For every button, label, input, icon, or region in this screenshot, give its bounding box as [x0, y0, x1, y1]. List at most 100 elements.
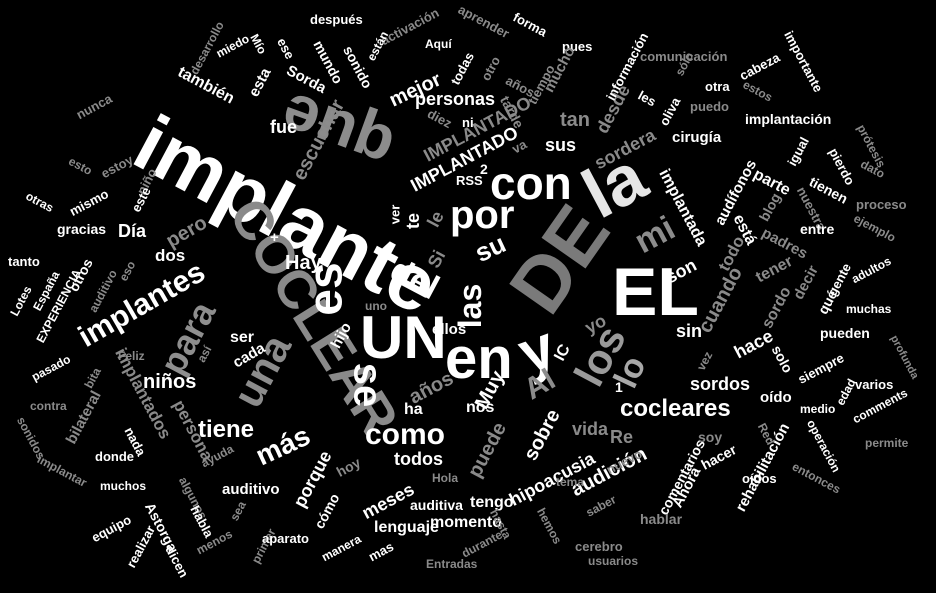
cloud-word: tema	[556, 475, 585, 489]
cloud-word: hablar	[640, 511, 683, 527]
cloud-word: cuando	[694, 263, 747, 337]
cloud-word: tiene	[198, 416, 255, 443]
cloud-word: hace	[730, 325, 777, 363]
cloud-word: EL	[612, 254, 699, 330]
cloud-word: proceso	[856, 197, 907, 212]
cloud-word: esto	[66, 154, 95, 178]
cloud-word: niños	[143, 371, 197, 393]
cloud-word: mismo	[66, 186, 111, 219]
cloud-word: puedo	[690, 99, 729, 114]
cloud-word: realizar	[123, 522, 159, 571]
cloud-word: pues	[562, 39, 593, 54]
cloud-word: edad	[833, 376, 859, 408]
cloud-word: diez	[424, 105, 455, 132]
cloud-word: tan	[560, 109, 590, 131]
cloud-word: tanto	[8, 254, 40, 269]
cloud-word: cirugía	[672, 129, 722, 146]
cloud-word: fue	[270, 117, 297, 137]
cloud-word: pierdo	[825, 145, 858, 188]
cloud-word: tener	[753, 252, 796, 287]
cloud-word: más	[250, 419, 315, 472]
cloud-word: medio	[800, 402, 836, 416]
cloud-word: implantación	[745, 111, 832, 127]
cloud-word: después	[310, 12, 363, 27]
cloud-word: gente	[824, 260, 855, 299]
cloud-word: operación	[804, 417, 844, 475]
cloud-word: vez	[693, 349, 716, 373]
cloud-word: igual	[784, 134, 812, 169]
cloud-word: puede	[463, 418, 511, 482]
cloud-word: te	[403, 212, 424, 230]
cloud-word: soy	[698, 429, 723, 445]
cloud-word: sordo	[758, 284, 795, 332]
cloud-word: tengo	[470, 494, 514, 511]
cloud-word: cerebro	[575, 539, 623, 554]
cloud-word: cocleares	[620, 395, 731, 422]
cloud-word: se	[345, 362, 390, 408]
cloud-word: manera	[319, 531, 364, 565]
cloud-word: le	[423, 207, 448, 231]
cloud-word: meses	[358, 479, 418, 523]
cloud-word: cómo	[310, 490, 343, 532]
cloud-word: cabeza	[737, 49, 783, 84]
cloud-word: Feliz	[118, 349, 145, 363]
cloud-word: adultos	[849, 253, 894, 287]
cloud-word: comments	[850, 385, 910, 427]
cloud-word: sobre	[519, 405, 565, 465]
cloud-word: pueden	[820, 325, 870, 341]
cloud-word: ser	[230, 329, 255, 346]
cloud-word: 2	[480, 161, 488, 177]
cloud-word: gracias	[57, 221, 107, 237]
cloud-word: RSS	[456, 173, 483, 188]
cloud-word: Aquí	[425, 37, 452, 51]
cloud-word: equipo	[88, 511, 134, 546]
cloud-word: varios	[855, 377, 894, 392]
cloud-word: siempre	[795, 350, 847, 387]
cloud-word: sin	[676, 321, 703, 341]
cloud-word: implantar	[34, 452, 90, 490]
cloud-word: aparato	[262, 531, 309, 546]
cloud-word: por	[450, 193, 515, 237]
cloud-word: todos	[394, 449, 443, 469]
cloud-word: auditivo	[222, 481, 280, 498]
cloud-word: mi	[628, 208, 682, 262]
cloud-word: nunca	[73, 90, 115, 123]
cloud-word: solo	[768, 342, 797, 376]
cloud-word: esta	[245, 65, 275, 100]
cloud-word: entre	[800, 221, 835, 237]
cloud-word: oído	[760, 389, 792, 406]
cloud-word: eso	[116, 258, 139, 284]
cloud-word: les	[635, 87, 659, 110]
cloud-word: sea	[227, 498, 249, 524]
cloud-word: aprender	[455, 1, 512, 42]
cloud-word: hoy	[333, 454, 364, 480]
cloud-word: decir	[790, 262, 822, 303]
cloud-word: sus	[545, 135, 577, 155]
cloud-word: dos	[155, 246, 186, 265]
cloud-word: sordos	[690, 374, 751, 394]
cloud-word: contra	[30, 399, 67, 413]
cloud-word: oídos	[742, 471, 777, 486]
cloud-word: personas	[415, 89, 496, 109]
cloud-word: bilateral	[62, 388, 105, 447]
cloud-word: saber	[583, 492, 619, 520]
cloud-word: mas	[366, 538, 397, 565]
cloud-word: forma	[510, 9, 550, 40]
cloud-word: UN	[360, 304, 447, 371]
cloud-word: Entradas	[426, 557, 478, 571]
cloud-word: en	[445, 326, 513, 391]
cloud-word: Re	[610, 427, 634, 447]
cloud-word: Hola	[432, 471, 459, 485]
cloud-word: nos	[466, 399, 495, 416]
cloud-word: va	[509, 136, 530, 157]
cloud-word: también	[174, 63, 237, 108]
cloud-word: usuarios	[588, 554, 639, 568]
cloud-word: ejemplo	[851, 211, 898, 245]
cloud-word: muchas	[846, 302, 892, 316]
cloud-word: comunicación	[640, 49, 728, 64]
cloud-word: permite	[865, 436, 909, 450]
cloud-word: ver	[387, 204, 403, 225]
cloud-word: 1	[615, 379, 623, 395]
cloud-word: Día	[118, 221, 147, 241]
